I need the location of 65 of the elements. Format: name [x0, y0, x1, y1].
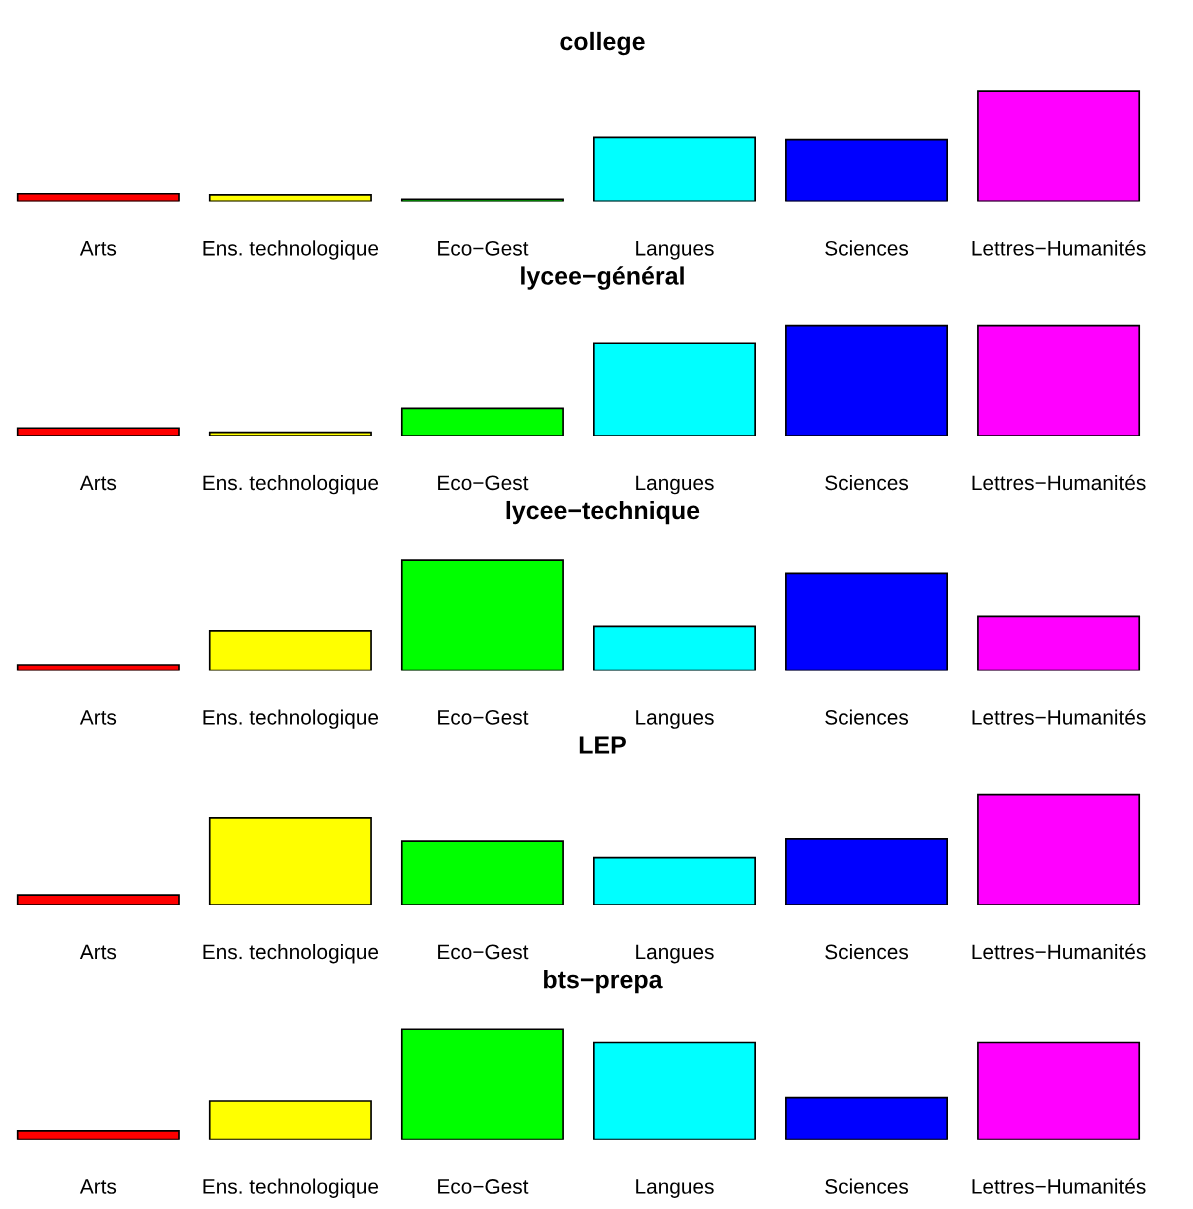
x-tick-label: Arts — [79, 710, 117, 725]
bar — [16, 427, 180, 436]
x-tick-label: Langues — [636, 710, 714, 729]
bar — [208, 431, 372, 436]
bar — [592, 625, 756, 671]
x-tick-label: Eco−Gest — [438, 475, 529, 491]
bar — [785, 1096, 949, 1140]
bar — [400, 407, 564, 436]
x-tick-label: Sciences — [825, 709, 909, 725]
x-tick-label: Sciences — [825, 1178, 909, 1194]
x-tick-label: Ens. technologique — [203, 943, 379, 964]
x-tick-label: Ens. technologique — [203, 474, 379, 495]
x-tick-label: Arts — [79, 1179, 117, 1194]
x-tick-label: Eco−Gest — [438, 1179, 529, 1194]
bar — [785, 572, 949, 671]
x-tick-label: Lettres−Humanités — [972, 474, 1146, 491]
bar — [16, 894, 180, 906]
bar — [208, 1100, 372, 1140]
x-tick-label: Langues — [636, 944, 714, 964]
bar — [16, 664, 180, 671]
bar — [977, 793, 1141, 906]
bar — [16, 1129, 180, 1140]
x-tick-label: Eco−Gest — [438, 709, 529, 725]
bar — [400, 559, 564, 671]
bar — [977, 1041, 1141, 1140]
x-tick-label: Sciences — [825, 240, 909, 256]
x-tick-label: Arts — [79, 241, 117, 256]
x-tick-label: Arts — [79, 944, 117, 960]
x-tick-label: Lettres−Humanités — [972, 1178, 1146, 1194]
x-tick-label: Lettres−Humanités — [972, 943, 1146, 960]
bar — [400, 840, 564, 906]
x-tick-label: Eco−Gest — [438, 240, 529, 256]
x-tick-label: Ens. technologique — [203, 709, 379, 729]
x-tick-label: Langues — [636, 475, 714, 495]
bar — [785, 324, 949, 436]
x-tick-label: Lettres−Humanités — [972, 709, 1146, 725]
bar — [16, 192, 180, 202]
bar — [400, 198, 564, 202]
bar — [592, 342, 756, 436]
x-tick-label: Sciences — [825, 474, 909, 491]
x-tick-label: Langues — [636, 241, 714, 260]
bar — [208, 193, 372, 202]
chart-title: bts−prepa — [544, 970, 663, 994]
bar — [592, 1041, 756, 1140]
bar — [592, 136, 756, 202]
bar — [592, 856, 756, 906]
bar — [977, 324, 1141, 436]
x-tick-label: Sciences — [825, 943, 909, 960]
x-tick-label: Lettres−Humanités — [972, 240, 1146, 256]
bar — [785, 838, 949, 906]
x-tick-label: Ens. technologique — [203, 240, 379, 260]
chart-title: college — [560, 31, 645, 56]
chart-title: lycee−technique — [506, 500, 700, 525]
chart-title: LEP — [579, 736, 626, 754]
bar — [977, 90, 1141, 202]
x-tick-label: Eco−Gest — [438, 944, 529, 960]
x-tick-label: Arts — [79, 475, 117, 491]
chart-title: lycee−général — [521, 266, 684, 290]
bar — [208, 817, 372, 906]
bar — [208, 629, 372, 671]
x-tick-label: Ens. technologique — [203, 1178, 379, 1198]
bar — [785, 138, 949, 202]
x-tick-label: Langues — [636, 1179, 714, 1198]
bar — [400, 1028, 564, 1140]
bar — [977, 615, 1141, 671]
